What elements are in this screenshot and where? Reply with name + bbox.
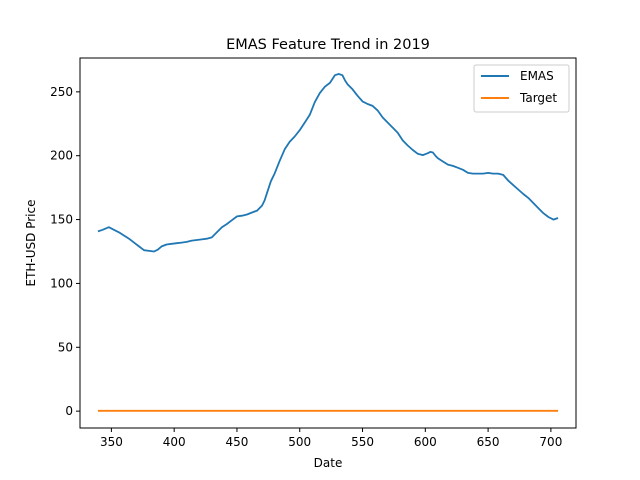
x-tick-label: 600 [414,435,437,449]
y-tick-label: 250 [50,85,73,99]
x-tick-label: 450 [226,435,249,449]
y-tick-label: 100 [50,276,73,290]
legend: EMAS Target [473,64,570,113]
chart-title: EMAS Feature Trend in 2019 [226,37,430,53]
plot-frame [79,57,577,429]
x-tick-label: 350 [100,435,123,449]
x-tick-label: 550 [351,435,374,449]
x-axis-ticks: 350 400 450 500 550 600 650 700 [100,428,562,449]
y-axis-ticks: 0 50 100 150 200 250 [50,85,80,418]
y-axis-label: ETH-USD Price [24,200,38,287]
y-tick-label: 0 [65,404,73,418]
x-tick-label: 700 [539,435,562,449]
series-line-emas [97,73,559,253]
y-tick-label: 150 [50,213,73,227]
x-tick-label: 400 [163,435,186,449]
y-tick-label: 50 [58,340,73,354]
series-layer [97,73,559,412]
x-tick-label: 500 [288,435,311,449]
legend-label-target: Target [519,91,557,105]
legend-label-emas: EMAS [520,69,554,83]
x-axis-label: Date [314,456,343,470]
y-tick-label: 200 [50,149,73,163]
x-tick-label: 650 [477,435,500,449]
